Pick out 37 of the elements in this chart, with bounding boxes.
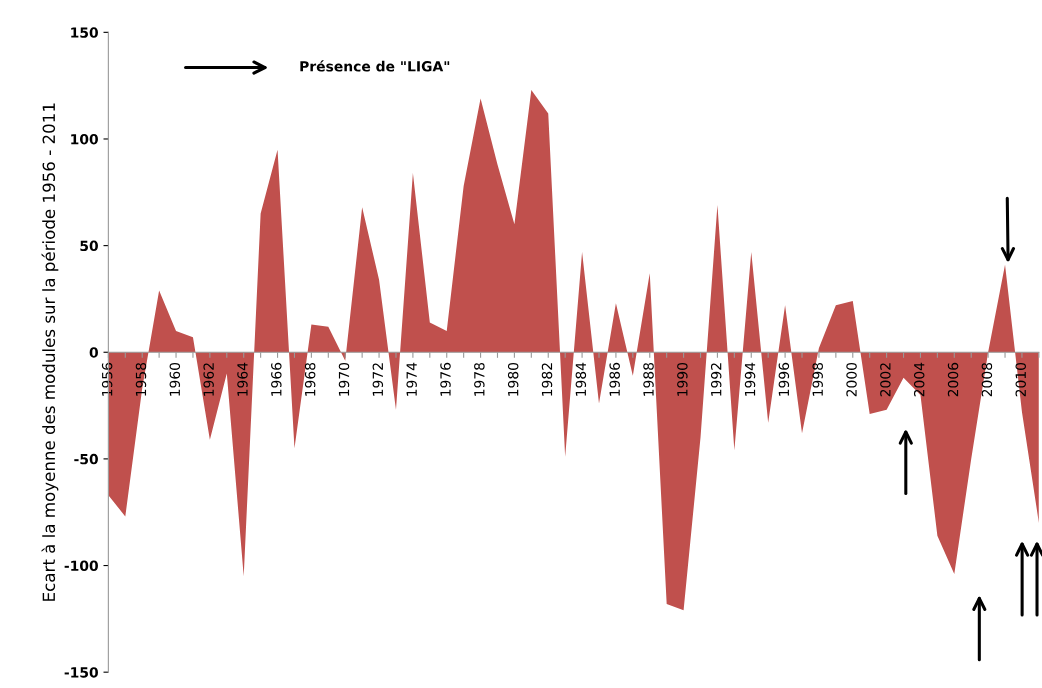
x-tick-label: 1988 <box>643 362 654 396</box>
x-tick-label: 1956 <box>101 362 113 396</box>
x-tick-label: 1970 <box>338 362 350 396</box>
x-tick-label: 1974 <box>406 362 417 396</box>
x-tick-label: 1972 <box>372 363 384 396</box>
x-tick-label: 1966 <box>271 362 282 396</box>
y-tick-label: 0 <box>89 347 98 358</box>
x-tick-label: 1996 <box>778 362 790 396</box>
x-tick-label: 1978 <box>474 362 485 396</box>
x-tick-label: 1984 <box>575 362 587 396</box>
x-tick-label: 2002 <box>880 363 891 397</box>
x-tick-label: 1992 <box>710 363 722 396</box>
x-tick-label: 1998 <box>812 362 823 396</box>
x-tick-label: 1994 <box>744 362 756 396</box>
x-tick-label: 1976 <box>440 362 451 396</box>
x-tick-label: 1958 <box>135 362 147 396</box>
x-tick-label: 2006 <box>947 362 959 397</box>
x-tick-label: 1980 <box>507 362 519 396</box>
y-axis-title: Ecart à la moyenne des modules sur la période 1956 - 2011 <box>41 103 59 601</box>
x-tick-label: 1982 <box>541 363 553 396</box>
x-tick-label: 1964 <box>237 362 248 396</box>
annotation: Présence de "LIGA" <box>300 60 450 72</box>
y-tick-label: 100 <box>71 133 98 145</box>
x-tick-label: 1962 <box>203 363 214 396</box>
x-tick-label: 2008 <box>981 362 993 397</box>
x-tick-label: 2000 <box>846 362 857 397</box>
x-tick-label: 1968 <box>304 362 316 396</box>
x-tick-label: 2010 <box>1015 362 1026 397</box>
y-tick-label: -150 <box>64 667 98 678</box>
y-tick-label: 150 <box>71 27 98 38</box>
x-tick-label: 1986 <box>609 362 620 396</box>
x-tick-label: 1960 <box>169 362 181 396</box>
y-tick-label: 50 <box>80 240 98 252</box>
y-tick-label: -100 <box>64 560 98 572</box>
x-tick-label: 2004 <box>913 362 925 397</box>
x-tick-label: 1990 <box>677 362 688 396</box>
y-tick-label: -50 <box>74 453 98 465</box>
